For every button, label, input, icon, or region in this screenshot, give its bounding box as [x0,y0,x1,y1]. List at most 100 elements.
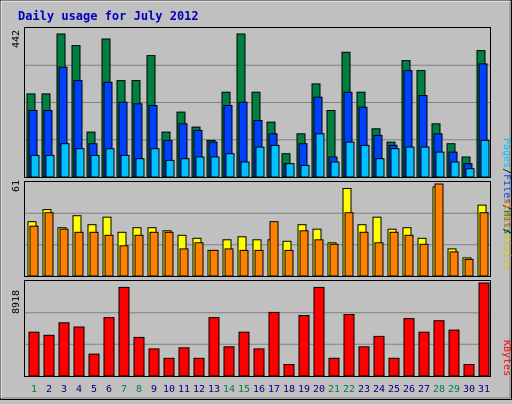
bar-kbytes-18 [283,364,295,377]
bar-kbytes-4 [73,326,85,377]
bar-sites-29 [449,251,459,277]
bar-sites-12 [194,242,204,277]
x-tick-label-12: 12 [193,384,205,395]
bar-kbytes-2 [43,334,55,377]
bar-pages-28 [435,151,445,178]
legend-kbytes: KBytes [501,340,512,376]
bar-kbytes-30 [463,364,475,377]
legend-visits: Visits [501,234,512,270]
x-tick-label-16: 16 [253,384,265,395]
bar-sites-3 [59,228,69,277]
bar-kbytes-8 [133,336,145,377]
bar-sites-14 [224,248,234,277]
bar-kbytes-3 [58,322,70,377]
bar-pages-12 [195,156,205,178]
x-tick-label-1: 1 [31,384,37,395]
bar-sites-18 [284,249,294,277]
x-tick-label-9: 9 [151,384,157,395]
x-tick-label-6: 6 [106,384,112,395]
bar-sites-1 [29,225,39,277]
x-tick-label-5: 5 [91,384,97,395]
bar-kbytes-1 [28,331,40,377]
bar-sites-11 [179,248,189,277]
bar-kbytes-26 [403,318,415,377]
bar-pages-19 [300,164,310,178]
x-tick-label-8: 8 [136,384,142,395]
x-tick-label-17: 17 [268,384,280,395]
x-tick-label-30: 30 [463,384,475,395]
bar-pages-18 [285,163,295,178]
bar-kbytes-9 [148,348,160,377]
bar-sites-21 [329,243,339,277]
bar-pages-10 [165,159,175,178]
x-tick-label-24: 24 [373,384,385,395]
bar-kbytes-7 [118,286,130,377]
bar-sites-15 [239,249,249,277]
bar-sites-4 [74,231,84,277]
bar-kbytes-28 [433,320,445,377]
bar-pages-13 [210,156,220,178]
bar-pages-26 [405,146,415,178]
x-tick-label-13: 13 [208,384,220,395]
bar-kbytes-11 [178,347,190,377]
x-tick-label-23: 23 [358,384,370,395]
bar-kbytes-16 [253,348,265,377]
bar-kbytes-14 [223,346,235,377]
bar-sites-7 [119,245,129,277]
bar-pages-2 [45,154,55,178]
legend-hits: Hits [501,210,512,234]
bar-sites-10 [164,231,174,277]
bar-sites-27 [419,243,429,277]
bar-sites-28 [434,183,444,277]
bar-sites-22 [344,212,354,277]
bar-sites-6 [104,234,114,277]
bar-kbytes-12 [193,357,205,377]
bar-sites-31 [479,212,489,277]
x-tick-label-18: 18 [283,384,295,395]
bar-kbytes-6 [103,317,115,377]
bar-pages-4 [75,148,85,178]
label-layer: 1 2 3 4 5 6 7 8 9 10 11 12 13 14 15 16 17 18 19 20 21 22 23 24 2… [31,384,490,395]
bar-kbytes-24 [373,335,385,377]
bar-kbytes-31 [478,282,490,377]
bar-kbytes-21 [328,357,340,377]
bar-kbytes-29 [448,329,460,377]
legend-sep-3: / [501,228,512,234]
legend-sites: Sites [501,198,512,228]
legend-pages: Pages [501,138,512,168]
x-tick-label-27: 27 [418,384,430,395]
x-tick-label-21: 21 [328,384,340,395]
sites-panel-ymax-label: 61 [11,180,22,192]
bar-layer [26,33,490,377]
bar-pages-16 [255,146,265,178]
kbytes-panel-ymax-label: 8918 [11,290,22,314]
bar-kbytes-20 [313,286,325,377]
bar-pages-14 [225,153,235,178]
bar-sites-24 [374,242,384,277]
bar-sites-25 [389,231,399,277]
chart-title: Daily usage for July 2012 [18,9,199,23]
bar-kbytes-15 [238,331,250,377]
legend-sep-1: / [501,168,512,174]
legend-sites-panel: Sites/Visits [501,198,512,270]
bar-pages-5 [90,154,100,178]
bar-sites-13 [209,249,219,277]
x-tick-label-7: 7 [121,384,127,395]
x-tick-label-20: 20 [313,384,325,395]
bar-pages-23 [360,144,370,178]
bar-pages-8 [135,158,145,178]
bar-kbytes-5 [88,353,100,377]
x-tick-label-10: 10 [163,384,175,395]
bar-sites-23 [359,231,369,277]
bar-pages-11 [180,158,190,178]
legend-hits-panel: Pages/Files/Hits [501,138,512,234]
bar-sites-9 [149,231,159,277]
bar-pages-6 [105,148,115,178]
x-tick-label-14: 14 [223,384,235,395]
legend-sep-2: / [501,204,512,210]
x-tick-label-29: 29 [448,384,460,395]
legend-kbytes-panel: KBytes [501,340,512,376]
bar-pages-15 [240,161,250,178]
